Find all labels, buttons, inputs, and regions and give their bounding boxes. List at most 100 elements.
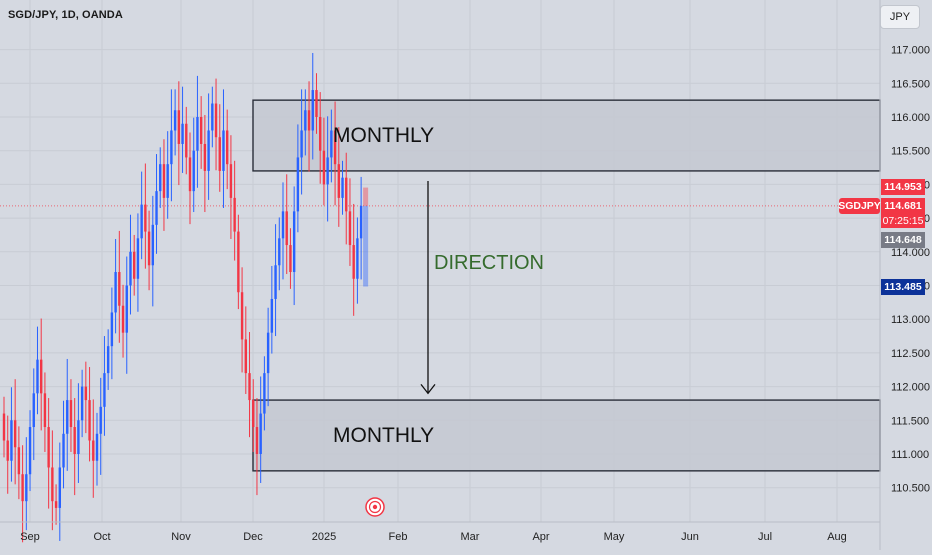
candle-body xyxy=(315,90,318,117)
candle-body xyxy=(188,157,192,192)
candle-body xyxy=(51,467,54,502)
candle-body xyxy=(266,332,270,374)
candle-body xyxy=(229,164,233,198)
range-box-top xyxy=(363,187,369,206)
event-icon xyxy=(365,497,385,517)
candle-body xyxy=(307,110,311,131)
candle-body xyxy=(319,117,322,151)
last-price-tag: 114.681 xyxy=(881,198,925,213)
candle-body xyxy=(40,359,43,394)
lower-zone-label: MONTHLY xyxy=(333,424,435,447)
price-tick-label: 116.500 xyxy=(891,78,930,90)
candle-body xyxy=(47,427,50,468)
candle-body xyxy=(136,238,140,279)
candle-body xyxy=(28,427,32,475)
candle-body xyxy=(6,440,9,461)
candle-body xyxy=(88,400,91,441)
candle-body xyxy=(203,143,207,171)
candle-body xyxy=(278,238,281,266)
candle-body xyxy=(25,474,28,502)
candles xyxy=(2,52,369,543)
price-tick-label: 112.500 xyxy=(891,348,930,360)
candle-body xyxy=(125,285,128,333)
price-tick-label: 114.000 xyxy=(891,247,930,259)
price-tick-label: 113.000 xyxy=(891,314,930,326)
direction-label: DIRECTION xyxy=(434,252,544,274)
time-tick-label: Apr xyxy=(532,531,549,543)
candle-body xyxy=(77,420,80,454)
candle-body xyxy=(84,386,88,401)
candle-body xyxy=(263,373,266,414)
candle-body xyxy=(21,474,24,502)
low-price-tag: 114.648 xyxy=(881,232,925,248)
candle-body xyxy=(10,420,13,461)
candle-body xyxy=(322,150,326,185)
candle-body xyxy=(69,400,73,428)
candle-body xyxy=(99,406,102,434)
price-tick-label: 117.000 xyxy=(891,45,930,57)
candle-body xyxy=(13,420,17,448)
candle-body xyxy=(285,211,288,246)
candle-body xyxy=(170,130,173,165)
candle-body xyxy=(166,164,169,198)
candle-body xyxy=(359,205,363,239)
candle-body xyxy=(43,393,47,428)
candle-body xyxy=(58,467,61,508)
candle-body xyxy=(237,231,240,293)
zones xyxy=(0,99,881,472)
range-box-bottom xyxy=(363,205,369,287)
time-tick-label: Jul xyxy=(758,531,772,543)
candle-body xyxy=(345,177,348,212)
target-price-tag: 113.485 xyxy=(881,279,925,295)
candle-body xyxy=(226,130,229,165)
candle-body xyxy=(2,413,6,441)
candle-body xyxy=(274,265,277,299)
candle-body xyxy=(73,427,76,454)
candle-body xyxy=(185,123,188,158)
candle-body xyxy=(292,211,296,273)
event-icon-dot xyxy=(372,504,378,510)
candle-body xyxy=(147,231,151,266)
candle-body xyxy=(54,501,58,508)
candle-body xyxy=(133,251,136,279)
time-tick-label: Nov xyxy=(171,531,191,543)
candle-body xyxy=(341,177,344,198)
candle-body xyxy=(173,110,177,131)
candle-body xyxy=(66,400,69,434)
candle-body xyxy=(248,373,251,401)
candle-body xyxy=(296,157,300,212)
candle-body xyxy=(326,157,329,185)
upper-zone-label: MONTHLY xyxy=(333,124,435,147)
candle-body xyxy=(140,204,143,239)
candle-body xyxy=(348,211,352,246)
time-tick-label: Aug xyxy=(827,531,847,543)
time-tick-label: Sep xyxy=(20,531,40,543)
time-tick-label: Dec xyxy=(243,531,263,543)
currency-button[interactable]: JPY xyxy=(880,5,920,29)
candle-body xyxy=(289,245,292,273)
countdown-tag: 07:25:15 xyxy=(881,213,925,228)
candle-body xyxy=(32,393,35,428)
candle-body xyxy=(304,110,307,131)
candle-body xyxy=(80,386,84,421)
candle-body xyxy=(196,117,199,151)
candle-body xyxy=(199,117,203,144)
candle-body xyxy=(103,373,106,407)
candle-body xyxy=(162,164,166,198)
candle-body xyxy=(244,339,247,374)
candle-body xyxy=(17,447,21,475)
high-price-tag: 114.953 xyxy=(881,179,925,195)
candle-body xyxy=(330,130,333,158)
candle-body xyxy=(177,110,181,144)
candle-body xyxy=(36,359,39,394)
candle-body xyxy=(281,211,285,239)
candle-body xyxy=(106,346,110,374)
direction-arrow-head xyxy=(420,383,436,395)
candle-body xyxy=(333,130,337,165)
candle-body xyxy=(207,130,210,171)
time-tick-label: Mar xyxy=(461,531,480,543)
time-tick-label: 2025 xyxy=(312,531,336,543)
candle-body xyxy=(211,103,214,131)
